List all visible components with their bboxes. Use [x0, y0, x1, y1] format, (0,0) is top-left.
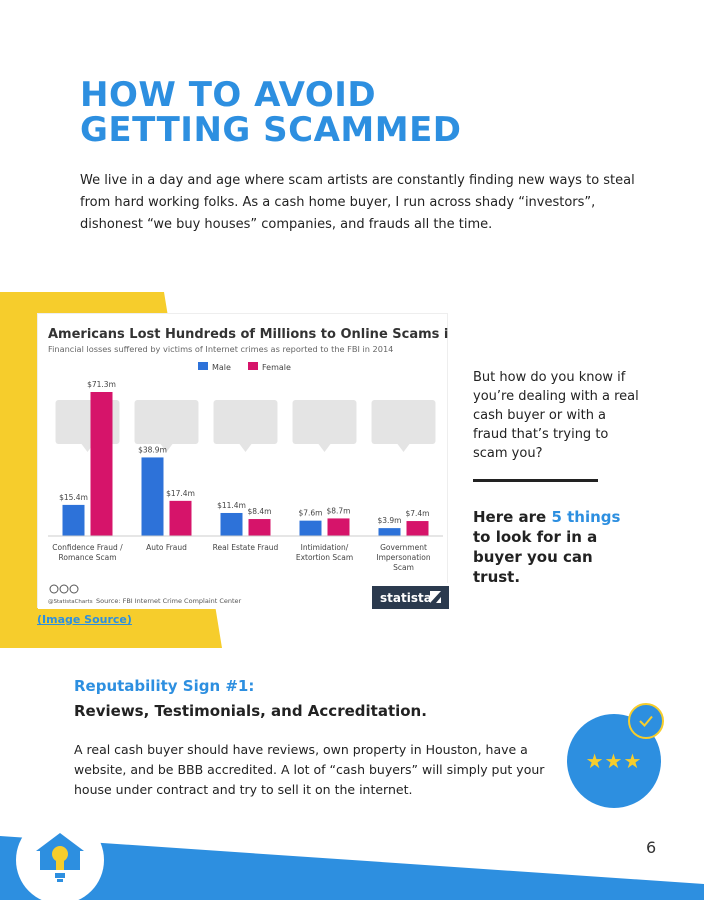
sidebar-divider — [473, 479, 598, 482]
bar-label-female-3: $8.7m — [326, 506, 350, 515]
page-title: HOW TO AVOID GETTING SCAMMED — [80, 78, 462, 148]
sign-body: A real cash buyer should have reviews, o… — [74, 742, 545, 797]
bar-male-4 — [378, 528, 401, 536]
category-label-4: Government — [380, 543, 427, 552]
bar-male-0 — [62, 504, 85, 536]
chart-handle: @StatistaCharts — [48, 599, 93, 605]
intro-paragraph: We live in a day and age where scam arti… — [80, 173, 635, 232]
sidebar-cta: Here are 5 things to look for in a buyer… — [473, 507, 643, 587]
bar-label-female-1: $17.4m — [166, 489, 195, 498]
bar-male-1 — [141, 457, 164, 536]
category-label-4: Impersonation — [376, 553, 430, 562]
sidebar-question: But how do you know if you’re dealing wi… — [473, 370, 639, 461]
bar-female-1 — [169, 500, 192, 536]
bar-label-female-4: $7.4m — [405, 509, 429, 518]
chart-legend: Male Female — [198, 362, 291, 372]
star-icon: ★★★ — [585, 749, 643, 773]
bar-label-male-4: $3.9m — [377, 516, 401, 525]
bar-label-male-2: $11.4m — [217, 501, 246, 510]
bar-female-0 — [90, 392, 113, 536]
title-line-2: GETTING SCAMMED — [80, 110, 462, 150]
chart-subtitle: Financial losses suffered by victims of … — [48, 344, 393, 354]
category-label-0: Romance Scam — [58, 553, 116, 562]
bar-male-2 — [220, 512, 243, 536]
chart-bars: $15.4m $71.3m $38.9m $17.4m $11.4m$8.4m $7.6m… — [59, 380, 430, 536]
bar-label-female-2: $8.4m — [247, 507, 271, 516]
bar-label-male-3: $7.6m — [298, 509, 322, 518]
legend-label-male: Male — [212, 363, 231, 372]
title-line-1: HOW TO AVOID — [80, 75, 377, 115]
category-label-4: Scam — [393, 563, 414, 572]
scam-losses-chart: Americans Lost Hundreds of Millions to O… — [37, 313, 449, 609]
fist-icon — [292, 400, 357, 452]
chart-title: Americans Lost Hundreds of Millions to O… — [48, 327, 449, 342]
statista-logo — [372, 586, 449, 609]
footer-blue-band — [0, 836, 704, 900]
car-icon — [134, 400, 199, 452]
bar-female-3 — [327, 518, 350, 536]
bar-label-male-1: $38.9m — [138, 445, 167, 454]
legend-label-female: Female — [262, 363, 291, 372]
chart-category-labels: Confidence Fraud /Romance Scam Auto Fraud… — [52, 543, 431, 572]
footer-decoration — [0, 820, 704, 900]
sign-title: Reputability Sign #1: — [74, 677, 255, 695]
cc-license-icon — [49, 584, 79, 594]
cta-post: to look for in a buyer you can trust. — [473, 528, 598, 586]
sign-subtitle: Reviews, Testimonials, and Accreditation… — [74, 702, 427, 720]
house-lightbulb-icon — [36, 833, 84, 882]
legend-swatch-female — [248, 362, 258, 370]
category-label-2: Real Estate Fraud — [213, 543, 279, 552]
bar-female-2 — [248, 519, 271, 536]
category-label-0: Confidence Fraud / — [52, 543, 123, 552]
rating-badge: ★★★ — [567, 714, 661, 808]
cta-highlight: 5 things — [551, 508, 621, 526]
statista-logo-icon — [430, 591, 441, 603]
checkmark-icon — [628, 703, 664, 739]
page-number: 6 — [646, 838, 657, 857]
bar-female-4 — [406, 521, 429, 536]
category-label-3: Extortion Scam — [296, 553, 353, 562]
cta-pre: Here are — [473, 508, 552, 526]
house-icon — [213, 400, 278, 452]
bar-label-male-0: $15.4m — [59, 493, 88, 502]
section-sign-icon — [371, 400, 436, 452]
bar-male-3 — [299, 520, 322, 536]
bar-label-female-0: $71.3m — [87, 380, 116, 389]
category-label-1: Auto Fraud — [146, 543, 187, 552]
statista-brand: statista — [380, 591, 432, 605]
chart-source: Source: FBI Internet Crime Complaint Cen… — [96, 597, 242, 605]
chart-svg: Americans Lost Hundreds of Millions to O… — [38, 327, 449, 609]
image-source-link[interactable]: (Image Source) — [37, 613, 132, 626]
category-label-3: Intimidation/ — [301, 543, 349, 552]
legend-swatch-male — [198, 362, 208, 370]
